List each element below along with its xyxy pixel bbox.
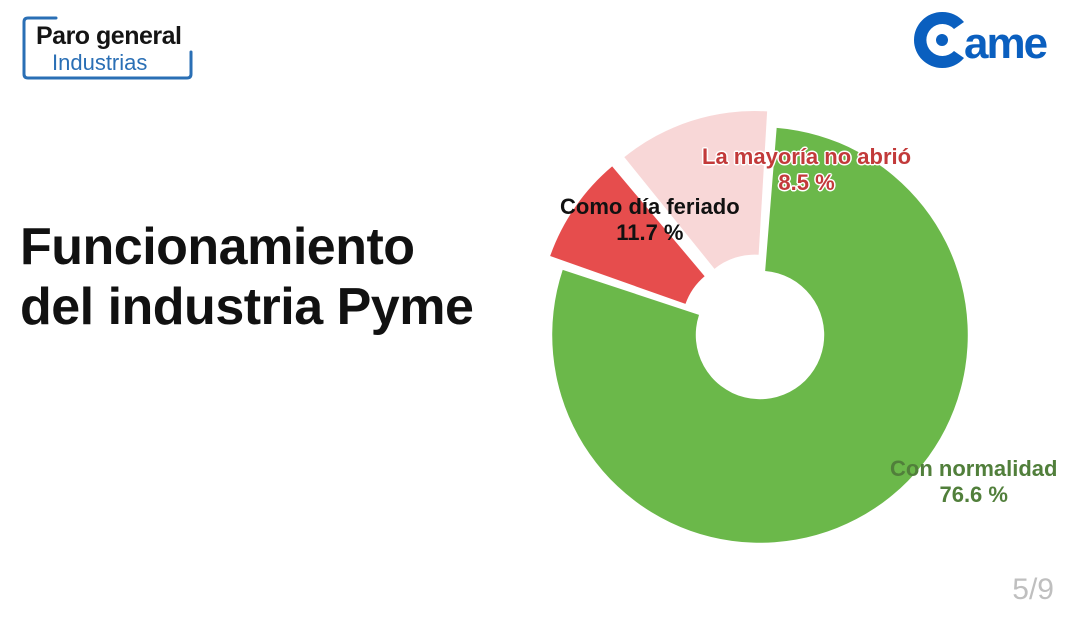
page-counter: 5/9 xyxy=(1012,573,1054,607)
slice-label-pct: 76.6 % xyxy=(890,482,1057,508)
donut-chart: Con normalidad76.6 %La mayoría no abrió8… xyxy=(470,80,1050,590)
slice-label-normalidad: Con normalidad76.6 % xyxy=(890,456,1057,509)
badge-subtitle: Industrias xyxy=(52,50,147,76)
slice-label-pct: 11.7 % xyxy=(560,220,740,246)
slice-label-feriado: Como día feriado11.7 % xyxy=(560,194,740,247)
badge-title: Paro general xyxy=(36,22,181,51)
came-logo: ame xyxy=(910,8,1060,72)
page-title: Funcionamiento del industria Pyme xyxy=(20,218,480,338)
slice-label-text: Con normalidad xyxy=(890,456,1057,482)
slice-label-pct: 8.5 % xyxy=(702,170,911,196)
slice-label-text: La mayoría no abrió xyxy=(702,144,911,170)
logo-text: ame xyxy=(964,19,1047,68)
slice-label-no_abrio: La mayoría no abrió8.5 % xyxy=(702,144,911,197)
header-badge: Paro general Industrias xyxy=(20,14,195,82)
slice-label-text: Como día feriado xyxy=(560,194,740,220)
